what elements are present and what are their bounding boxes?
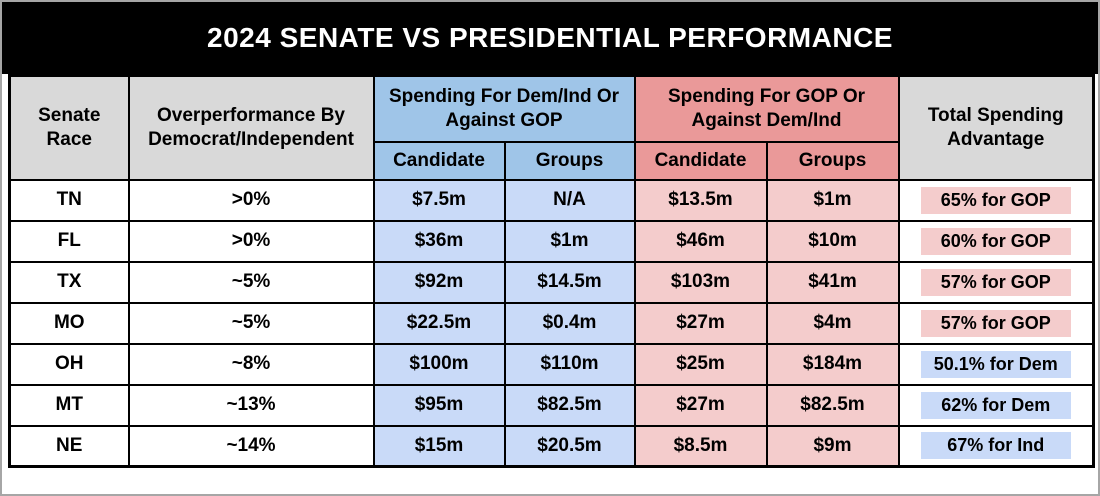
cell-race: TX bbox=[8, 260, 130, 304]
cell-gop-candidate: $103m bbox=[633, 260, 768, 304]
cell-race: TN bbox=[8, 178, 130, 222]
cell-race: MT bbox=[8, 383, 130, 427]
col-header-overperformance: Overperformance By Democrat/Independent bbox=[127, 74, 375, 181]
cell-dem-groups: $110m bbox=[503, 342, 636, 386]
title-bar: 2024 SENATE VS PRESIDENTIAL PERFORMANCE bbox=[2, 2, 1098, 74]
cell-overperformance: >0% bbox=[127, 219, 375, 263]
table-row: OH ~8% $100m $110m $25m $184m 50.1% for … bbox=[8, 342, 1095, 386]
cell-gop-groups: $82.5m bbox=[765, 383, 900, 427]
cell-advantage: 60% for GOP bbox=[897, 219, 1095, 263]
header-sub-row: Candidate Groups Candidate Groups bbox=[10, 140, 1094, 181]
header-group-row: Senate Race Overperformance By Democrat/… bbox=[8, 74, 1095, 181]
cell-dem-groups: $20.5m bbox=[503, 424, 636, 468]
cell-dem-candidate: $92m bbox=[372, 260, 506, 304]
table-row: NE ~14% $15m $20.5m $8.5m $9m 67% for In… bbox=[8, 424, 1095, 468]
advantage-badge: 57% for GOP bbox=[920, 268, 1071, 296]
cell-gop-groups: $184m bbox=[765, 342, 900, 386]
cell-gop-groups: $9m bbox=[765, 424, 900, 468]
cell-gop-candidate: $13.5m bbox=[633, 178, 768, 222]
advantage-badge: 67% for Ind bbox=[920, 432, 1071, 460]
cell-advantage: 65% for GOP bbox=[897, 178, 1095, 222]
col-group-gop-spending: Spending For GOP Or Against Dem/Ind bbox=[633, 74, 900, 143]
cell-advantage: 50.1% for Dem bbox=[897, 342, 1095, 386]
table-row: FL >0% $36m $1m $46m $10m 60% for GOP bbox=[8, 219, 1095, 263]
cell-dem-groups: $82.5m bbox=[503, 383, 636, 427]
col-header-gop-groups: Groups bbox=[765, 140, 900, 181]
advantage-badge: 65% for GOP bbox=[920, 186, 1071, 214]
cell-dem-candidate: $22.5m bbox=[372, 301, 506, 345]
cell-dem-groups: $0.4m bbox=[503, 301, 636, 345]
cell-advantage: 67% for Ind bbox=[897, 424, 1095, 468]
cell-race: FL bbox=[8, 219, 130, 263]
cell-overperformance: >0% bbox=[127, 178, 375, 222]
cell-overperformance: ~14% bbox=[127, 424, 375, 468]
cell-overperformance: ~13% bbox=[127, 383, 375, 427]
col-header-total-advantage: Total Spending Advantage bbox=[897, 74, 1095, 181]
table-row: TN >0% $7.5m N/A $13.5m $1m 65% for GOP bbox=[8, 178, 1095, 222]
cell-advantage: 57% for GOP bbox=[897, 301, 1095, 345]
cell-advantage: 57% for GOP bbox=[897, 260, 1095, 304]
cell-race: OH bbox=[8, 342, 130, 386]
table-row: TX ~5% $92m $14.5m $103m $41m 57% for GO… bbox=[8, 260, 1095, 304]
cell-advantage: 62% for Dem bbox=[897, 383, 1095, 427]
table-row: MT ~13% $95m $82.5m $27m $82.5m 62% for … bbox=[8, 383, 1095, 427]
cell-gop-candidate: $46m bbox=[633, 219, 768, 263]
cell-overperformance: ~8% bbox=[127, 342, 375, 386]
cell-dem-candidate: $95m bbox=[372, 383, 506, 427]
col-header-senate-race: Senate Race bbox=[8, 74, 130, 181]
advantage-badge: 50.1% for Dem bbox=[920, 350, 1071, 378]
page-title: 2024 SENATE VS PRESIDENTIAL PERFORMANCE bbox=[207, 22, 893, 53]
cell-gop-candidate: $8.5m bbox=[633, 424, 768, 468]
col-group-dem-spending: Spending For Dem/Ind Or Against GOP bbox=[372, 74, 636, 143]
cell-gop-groups: $4m bbox=[765, 301, 900, 345]
cell-gop-groups: $1m bbox=[765, 178, 900, 222]
advantage-badge: 57% for GOP bbox=[920, 309, 1071, 337]
cell-gop-groups: $10m bbox=[765, 219, 900, 263]
cell-dem-groups: N/A bbox=[503, 178, 636, 222]
col-header-gop-candidate: Candidate bbox=[633, 140, 768, 181]
col-header-dem-candidate: Candidate bbox=[372, 140, 506, 181]
cell-overperformance: ~5% bbox=[127, 301, 375, 345]
col-header-dem-groups: Groups bbox=[503, 140, 636, 181]
cell-gop-candidate: $27m bbox=[633, 383, 768, 427]
cell-race: MO bbox=[8, 301, 130, 345]
cell-gop-candidate: $25m bbox=[633, 342, 768, 386]
cell-dem-candidate: $15m bbox=[372, 424, 506, 468]
spending-table: Senate Race Overperformance By Democrat/… bbox=[8, 74, 1095, 468]
cell-dem-groups: $14.5m bbox=[503, 260, 636, 304]
cell-dem-groups: $1m bbox=[503, 219, 636, 263]
cell-gop-candidate: $27m bbox=[633, 301, 768, 345]
cell-overperformance: ~5% bbox=[127, 260, 375, 304]
cell-gop-groups: $41m bbox=[765, 260, 900, 304]
cell-dem-candidate: $100m bbox=[372, 342, 506, 386]
advantage-badge: 62% for Dem bbox=[920, 391, 1071, 419]
table-body: TN >0% $7.5m N/A $13.5m $1m 65% for GOP … bbox=[8, 178, 1095, 468]
cell-dem-candidate: $7.5m bbox=[372, 178, 506, 222]
table-row: MO ~5% $22.5m $0.4m $27m $4m 57% for GOP bbox=[8, 301, 1095, 345]
cell-race: NE bbox=[8, 424, 130, 468]
advantage-badge: 60% for GOP bbox=[920, 227, 1071, 255]
cell-dem-candidate: $36m bbox=[372, 219, 506, 263]
